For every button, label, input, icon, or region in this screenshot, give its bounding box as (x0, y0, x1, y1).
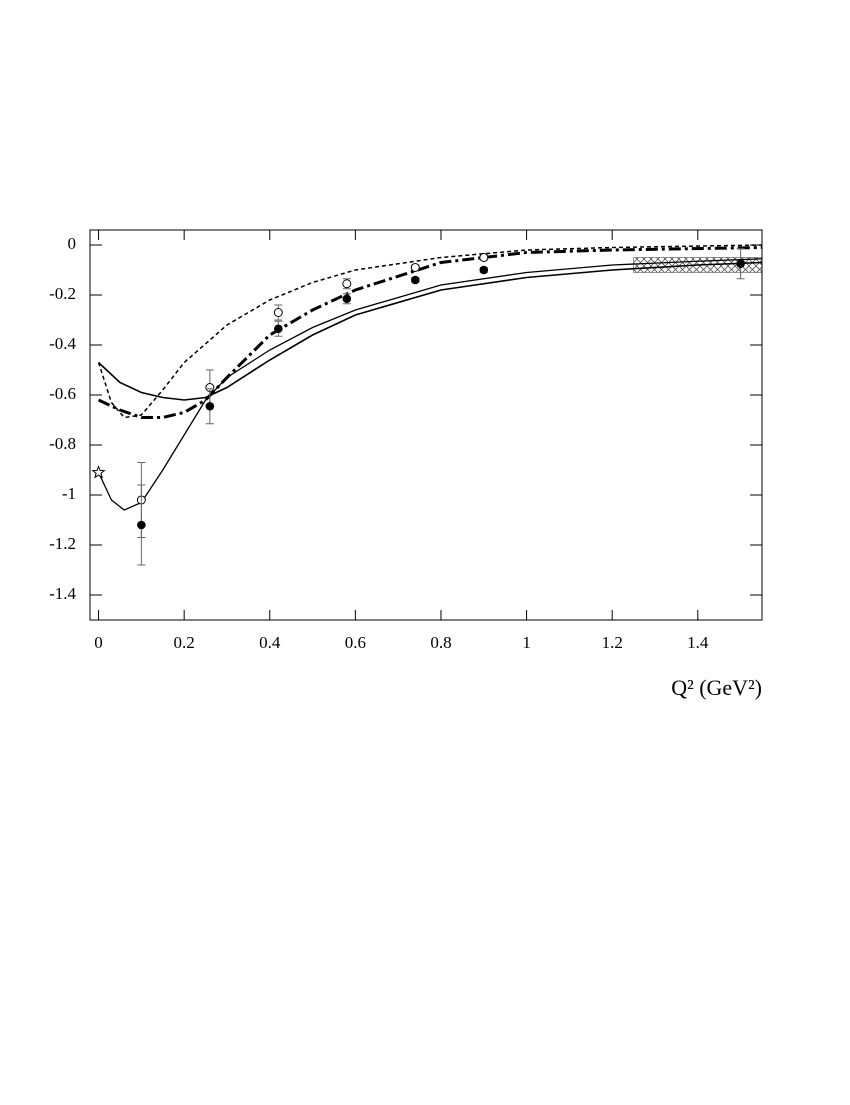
y-tick-label: 0 (68, 234, 77, 253)
data-point (479, 265, 489, 275)
data-point (91, 465, 106, 479)
data-point (137, 520, 146, 530)
x-tick-label: 0.8 (430, 633, 451, 652)
curve (97, 258, 762, 511)
x-tick-label: 1.2 (602, 633, 623, 652)
data-point (274, 324, 283, 334)
data-point (273, 308, 283, 317)
x-axis-label: Q² (GeV²) (671, 675, 762, 700)
y-tick-label: -1 (62, 484, 76, 503)
plot-frame (89, 229, 763, 621)
curve (97, 246, 762, 419)
y-tick-label: -0.4 (49, 334, 76, 353)
y-tick-label: -1.2 (49, 534, 76, 553)
y-tick-label: -1.4 (49, 584, 76, 603)
data-point (342, 279, 352, 289)
y-tick-label: -0.6 (49, 384, 76, 403)
x-tick-label: 0 (94, 633, 103, 652)
y-tick-label: -0.8 (49, 434, 76, 453)
x-tick-label: 1.4 (687, 633, 709, 652)
data-point (410, 275, 420, 285)
curve (97, 244, 762, 419)
data-point (205, 401, 215, 411)
data-point (479, 253, 489, 262)
data-point (736, 259, 745, 269)
curve (98, 261, 762, 401)
y-tick-label: -0.2 (49, 284, 76, 303)
data-point (410, 263, 420, 272)
plot-area (91, 244, 762, 566)
x-tick-label: 0.6 (345, 633, 366, 652)
x-tick-label: 0.2 (174, 633, 195, 652)
x-tick-label: 1 (522, 633, 531, 652)
data-point (342, 294, 352, 304)
x-tick-label: 0.4 (259, 633, 281, 652)
